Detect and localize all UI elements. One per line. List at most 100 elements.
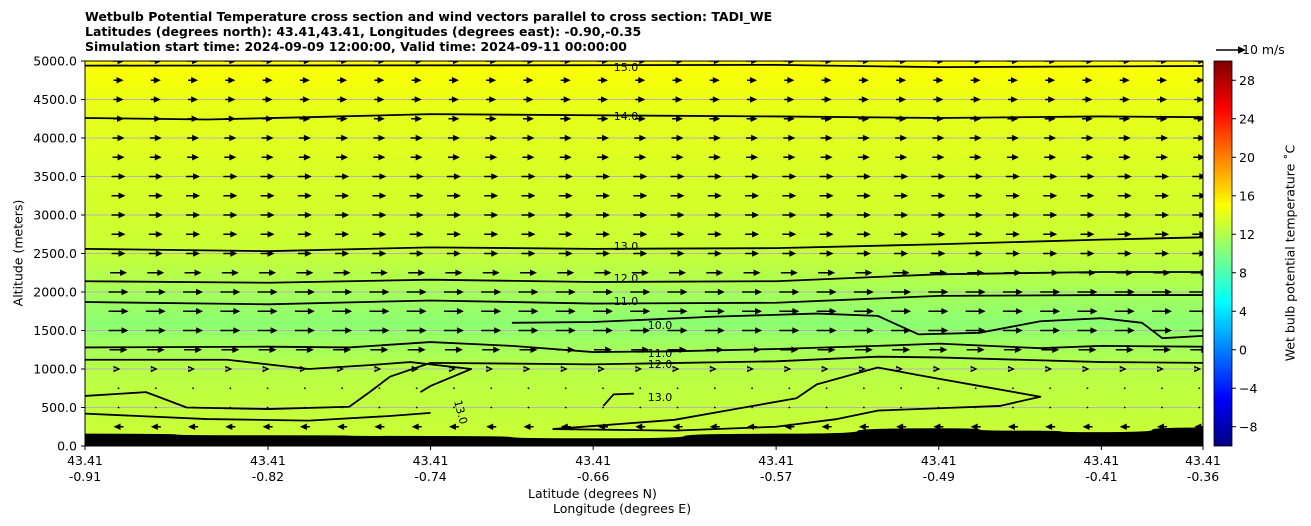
wind-vector bbox=[1161, 406, 1163, 409]
wind-vector bbox=[742, 308, 763, 315]
wind-vector bbox=[332, 327, 353, 334]
wind-vector bbox=[742, 327, 763, 334]
wind-vector bbox=[1082, 365, 1090, 373]
wind-vector bbox=[745, 250, 760, 257]
y-tick-label: 3000.0 bbox=[33, 208, 77, 223]
wind-vectors bbox=[108, 61, 1203, 430]
quiver-key-vector bbox=[1216, 46, 1246, 54]
wind-vector bbox=[933, 365, 941, 373]
wind-vector bbox=[446, 173, 461, 180]
wind-vector bbox=[192, 387, 194, 390]
y-tick-label: 500.0 bbox=[41, 400, 77, 415]
wind-vector bbox=[372, 192, 387, 199]
wind-vector bbox=[597, 115, 609, 122]
wind-vector bbox=[523, 365, 531, 373]
wind-vector bbox=[1045, 77, 1056, 84]
wind-vector bbox=[969, 154, 982, 161]
wind-vector bbox=[1043, 192, 1058, 199]
wind-vector bbox=[745, 192, 760, 199]
wind-vector bbox=[853, 288, 874, 296]
wind-vector bbox=[117, 387, 120, 390]
wind-vector bbox=[594, 269, 612, 276]
wind-vector bbox=[150, 423, 161, 430]
wind-vector bbox=[784, 77, 795, 84]
wind-vector bbox=[858, 365, 866, 373]
colorbar-tick-label: 0 bbox=[1239, 342, 1247, 357]
wind-vector bbox=[223, 173, 238, 180]
wind-vector bbox=[559, 61, 572, 65]
wind-vector bbox=[853, 327, 874, 334]
wind-vector bbox=[111, 211, 126, 219]
wind-vector bbox=[295, 346, 314, 353]
wind-vector bbox=[1003, 346, 1022, 353]
wind-vector bbox=[1045, 96, 1056, 103]
wind-vector bbox=[186, 211, 201, 219]
wind-vector bbox=[783, 115, 795, 122]
wind-vector bbox=[704, 327, 725, 334]
wind-vector bbox=[1045, 365, 1053, 373]
wind-vector bbox=[1119, 365, 1127, 373]
wind-vector bbox=[411, 77, 422, 84]
wind-vector bbox=[147, 269, 165, 276]
wind-vector bbox=[409, 211, 424, 219]
wind-vector bbox=[1002, 327, 1023, 334]
wind-vector bbox=[261, 134, 274, 142]
contour-line-13 bbox=[602, 392, 634, 407]
wind-vector bbox=[1040, 308, 1061, 315]
wind-vector bbox=[1189, 288, 1203, 296]
wind-vector bbox=[631, 269, 649, 276]
wind-vector bbox=[821, 423, 832, 430]
wind-vector bbox=[559, 154, 572, 161]
wind-vector bbox=[1043, 250, 1058, 257]
wind-vector bbox=[453, 387, 455, 390]
wind-vector bbox=[370, 346, 389, 353]
wind-vector bbox=[410, 154, 423, 161]
wind-vector bbox=[183, 308, 204, 315]
contour-label: 10.0 bbox=[648, 319, 673, 332]
wind-vector bbox=[746, 115, 758, 122]
y-tick-label: 1500.0 bbox=[33, 323, 77, 338]
wind-vector bbox=[820, 154, 833, 161]
wind-vector bbox=[558, 173, 573, 180]
wind-vector bbox=[895, 115, 907, 122]
wind-vector bbox=[519, 269, 537, 276]
wind-vector bbox=[262, 423, 273, 430]
wind-vector bbox=[1119, 77, 1130, 84]
wind-vector bbox=[518, 327, 539, 334]
wind-vector bbox=[1005, 211, 1020, 219]
wind-vector bbox=[933, 96, 944, 103]
wind-vector bbox=[598, 77, 609, 84]
contour-line-12 bbox=[85, 271, 1203, 284]
wind-vector bbox=[154, 387, 157, 390]
wind-vector bbox=[1198, 387, 1201, 390]
x-tick-label-latitude: 43.41 bbox=[1083, 453, 1119, 468]
wind-vector bbox=[894, 211, 909, 219]
wind-vector bbox=[411, 115, 423, 122]
wind-vector bbox=[858, 96, 869, 103]
wind-vector bbox=[1080, 231, 1095, 238]
x-axis-label-longitude: Longitude (degrees E) bbox=[553, 501, 692, 516]
wind-vector bbox=[336, 115, 348, 122]
wind-vector bbox=[635, 423, 646, 430]
wind-vector bbox=[1043, 173, 1058, 180]
wind-vector bbox=[746, 154, 759, 161]
contour-label: 12.0 bbox=[614, 272, 639, 285]
x-axis-label-latitude: Latitude (degrees N) bbox=[528, 486, 657, 501]
wind-vector bbox=[819, 231, 834, 238]
wind-vector bbox=[186, 192, 201, 199]
x-tick-label-longitude: -0.91 bbox=[69, 469, 101, 484]
wind-vector bbox=[188, 96, 199, 103]
wind-vector bbox=[1007, 365, 1015, 373]
wind-vector bbox=[262, 96, 273, 103]
wind-vector bbox=[564, 387, 567, 390]
wind-vector bbox=[707, 211, 722, 219]
wind-vector bbox=[299, 77, 310, 84]
wind-vector bbox=[374, 365, 382, 373]
wind-vector bbox=[783, 134, 796, 142]
wind-vector bbox=[862, 406, 865, 409]
wind-vector bbox=[1192, 173, 1203, 180]
wind-vector bbox=[895, 134, 908, 142]
wind-vector bbox=[667, 288, 688, 296]
wind-vector bbox=[709, 115, 721, 122]
